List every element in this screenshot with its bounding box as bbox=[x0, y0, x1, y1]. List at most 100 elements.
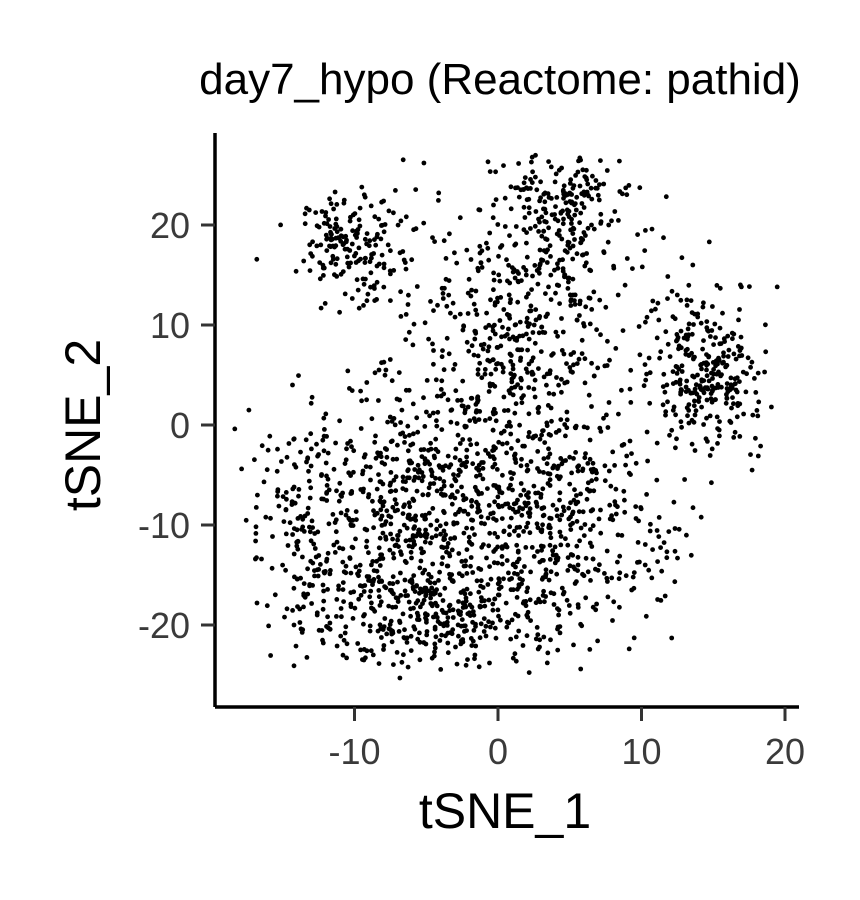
data-point bbox=[462, 629, 467, 634]
data-point bbox=[685, 413, 690, 419]
data-point bbox=[400, 611, 406, 617]
data-point bbox=[529, 545, 535, 550]
data-point bbox=[285, 543, 291, 548]
data-point bbox=[324, 490, 330, 495]
data-point bbox=[508, 470, 513, 475]
data-point bbox=[303, 437, 309, 443]
data-point bbox=[564, 361, 569, 366]
data-point bbox=[513, 509, 518, 515]
data-point bbox=[574, 317, 580, 323]
data-point bbox=[691, 355, 696, 360]
data-point bbox=[437, 638, 443, 643]
data-point bbox=[440, 555, 445, 560]
data-point bbox=[504, 257, 509, 263]
data-point bbox=[381, 643, 387, 648]
data-point bbox=[456, 599, 461, 604]
data-point bbox=[512, 528, 517, 534]
data-point bbox=[495, 534, 500, 540]
data-point bbox=[305, 505, 311, 511]
data-point bbox=[439, 285, 445, 291]
data-point bbox=[731, 401, 736, 407]
data-point bbox=[662, 389, 668, 395]
data-point bbox=[400, 430, 406, 436]
data-point bbox=[728, 420, 734, 425]
data-point bbox=[259, 443, 265, 449]
data-point bbox=[567, 481, 573, 487]
data-point bbox=[450, 615, 456, 620]
data-point bbox=[686, 420, 692, 426]
data-point bbox=[499, 554, 505, 559]
data-point bbox=[577, 313, 582, 318]
data-point bbox=[300, 627, 306, 633]
data-point bbox=[685, 326, 691, 332]
data-point bbox=[378, 236, 384, 242]
data-point bbox=[356, 305, 362, 311]
data-point bbox=[596, 516, 602, 522]
data-point bbox=[565, 568, 571, 573]
data-point bbox=[739, 284, 744, 290]
data-point bbox=[693, 408, 699, 414]
data-point bbox=[465, 311, 471, 316]
data-point bbox=[371, 508, 376, 514]
data-point bbox=[638, 505, 644, 510]
data-point bbox=[390, 536, 395, 542]
data-point bbox=[355, 571, 360, 577]
data-point bbox=[567, 610, 573, 616]
data-point bbox=[341, 197, 347, 203]
data-point bbox=[414, 284, 420, 289]
data-point bbox=[472, 652, 478, 658]
data-point bbox=[701, 300, 706, 306]
data-point bbox=[356, 245, 362, 251]
data-point bbox=[484, 310, 489, 316]
data-point bbox=[583, 451, 588, 456]
data-point bbox=[526, 385, 532, 390]
data-point bbox=[473, 307, 479, 313]
data-point bbox=[488, 624, 493, 630]
data-point bbox=[466, 534, 472, 540]
data-point bbox=[345, 246, 350, 252]
data-point bbox=[301, 258, 307, 264]
data-point bbox=[376, 472, 381, 477]
data-point bbox=[379, 552, 385, 558]
data-point bbox=[428, 540, 433, 546]
data-point bbox=[518, 481, 524, 486]
data-point bbox=[246, 407, 252, 413]
data-point bbox=[564, 409, 570, 415]
data-point bbox=[476, 664, 482, 670]
data-point bbox=[524, 254, 530, 260]
data-point bbox=[452, 250, 457, 256]
data-point bbox=[390, 574, 396, 580]
data-point bbox=[486, 389, 492, 394]
data-point bbox=[597, 297, 603, 303]
data-point bbox=[560, 221, 566, 227]
data-point bbox=[701, 338, 706, 343]
data-point bbox=[295, 516, 301, 521]
data-point bbox=[598, 219, 604, 225]
data-point bbox=[478, 260, 484, 265]
data-point bbox=[411, 321, 417, 327]
data-point bbox=[465, 511, 471, 517]
data-point bbox=[713, 397, 718, 402]
data-point bbox=[743, 389, 749, 395]
data-point bbox=[365, 291, 371, 297]
data-point bbox=[533, 433, 539, 439]
data-point bbox=[545, 455, 551, 460]
data-point bbox=[528, 459, 534, 464]
data-point bbox=[419, 454, 425, 459]
data-point bbox=[479, 265, 485, 270]
data-point bbox=[379, 635, 384, 640]
data-point bbox=[460, 605, 466, 610]
data-point bbox=[376, 216, 382, 222]
data-point bbox=[390, 630, 396, 636]
data-point bbox=[449, 492, 455, 498]
data-point bbox=[665, 399, 670, 405]
data-point bbox=[602, 571, 607, 576]
data-point bbox=[385, 419, 390, 425]
data-point bbox=[644, 492, 649, 497]
data-point bbox=[492, 531, 498, 536]
data-point bbox=[324, 483, 330, 488]
data-point bbox=[294, 576, 300, 582]
data-point bbox=[395, 442, 400, 448]
data-point bbox=[383, 367, 389, 373]
